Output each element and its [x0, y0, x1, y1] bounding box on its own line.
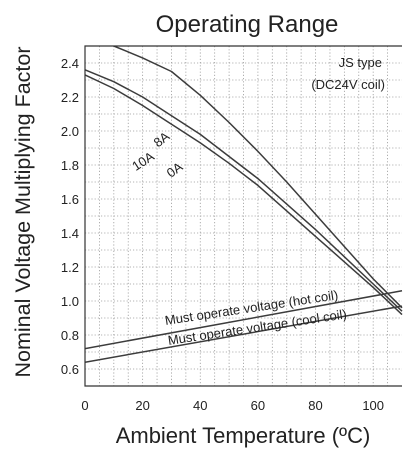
plot-border [84, 45, 402, 387]
y-axis-label: Nominal Voltage Multiplying Factor [11, 46, 35, 377]
y-tick-label: 2.0 [61, 124, 79, 139]
curve-10a-label: 10A [129, 148, 157, 173]
x-tick-label: 100 [362, 398, 384, 413]
y-tick-label: 2.4 [61, 56, 79, 71]
series-layer [85, 46, 403, 363]
y-tick-label: 1.8 [61, 158, 79, 173]
y-tick-label: 1.4 [61, 226, 79, 241]
x-axis-label: Ambient Temperature (ºC) [116, 423, 371, 448]
y-tick-label: 0.8 [61, 328, 79, 343]
y-tick-label: 1.2 [61, 260, 79, 275]
curve-8a-line [85, 69, 403, 312]
grid-layer [85, 46, 402, 386]
note-coil-label: (DC24V coil) [311, 77, 385, 92]
y-tick-label: 0.6 [61, 362, 79, 377]
must-operate-hot-coil-line [85, 290, 403, 350]
must-operate-cool-coil-line [85, 305, 403, 363]
x-tick-label: 0 [81, 398, 88, 413]
plot-frame [84, 45, 402, 387]
y-tick-label: 1.6 [61, 192, 79, 207]
curve-0a-line [112, 46, 403, 309]
x-tick-label: 20 [135, 398, 149, 413]
x-tick-label: 80 [308, 398, 322, 413]
note-type-label: JS type [339, 55, 382, 70]
curve-0a-label: 0A [164, 159, 186, 181]
x-tick-label: 60 [251, 398, 265, 413]
y-tick-label: 1.0 [61, 294, 79, 309]
x-tick-label: 40 [193, 398, 207, 413]
curve-8a-label: 8A [151, 128, 173, 150]
curve-10a-line [85, 74, 403, 316]
tick-labels: 0 20 40 60 80 100 0.6 0.8 1.0 1.2 1.4 1.6 1.8 2.0 2.2 2… [61, 56, 384, 413]
chart-title: Operating Range [156, 11, 339, 38]
y-tick-label: 2.2 [61, 90, 79, 105]
